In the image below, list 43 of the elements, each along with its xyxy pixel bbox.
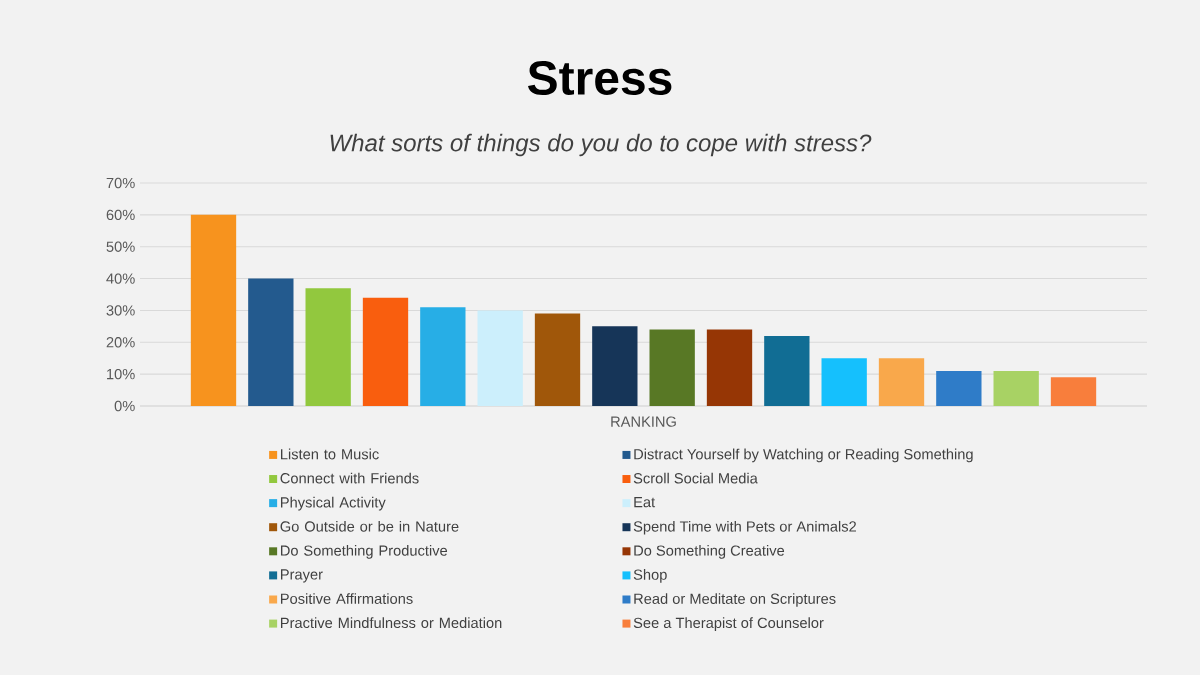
bar bbox=[592, 326, 638, 406]
bar bbox=[420, 307, 466, 406]
y-tick-label: 70% bbox=[106, 177, 135, 189]
y-tick-label: 20% bbox=[106, 337, 135, 348]
bar bbox=[764, 335, 810, 406]
bar bbox=[936, 370, 982, 406]
bar bbox=[821, 358, 867, 406]
bar bbox=[190, 214, 237, 406]
y-tick-label: 40% bbox=[106, 273, 135, 284]
legend-label: Do Something Creative bbox=[634, 545, 785, 559]
chart-title: Stress bbox=[528, 61, 672, 95]
y-tick-label: 10% bbox=[107, 368, 135, 380]
bar bbox=[534, 313, 581, 406]
bar bbox=[706, 329, 753, 406]
bar bbox=[1050, 377, 1097, 406]
legend-label: Positive Affirmations bbox=[281, 593, 413, 604]
legend-label: Read or Meditate on Scriptures bbox=[634, 593, 836, 607]
y-tick-label: 0% bbox=[114, 400, 135, 412]
bar bbox=[477, 310, 523, 406]
legend-label: Do Something Productive bbox=[281, 545, 448, 559]
legend-label: Go Outside or be in Nature bbox=[280, 520, 459, 532]
legend-label: Practive Mindfulness or Mediation bbox=[281, 617, 502, 629]
legend-label: Spend Time with Pets or Animals2 bbox=[633, 520, 856, 535]
x-tick-label: RANKING bbox=[611, 416, 676, 427]
bar bbox=[305, 288, 351, 406]
legend-label: Distract Yourself by Watching or Reading Something bbox=[634, 448, 973, 463]
y-tick-label: 50% bbox=[106, 241, 135, 252]
bar bbox=[993, 370, 1039, 406]
y-tick-label: 60% bbox=[106, 209, 135, 221]
legend-label: Prayer bbox=[281, 569, 323, 583]
bar bbox=[878, 358, 925, 406]
legend-label: Physical Activity bbox=[281, 496, 386, 511]
legend-label: Eat bbox=[634, 497, 656, 508]
y-tick-label: 30% bbox=[106, 305, 135, 316]
bar bbox=[649, 329, 695, 406]
chart-subtitle: What sorts of things do you do to cope with stress? bbox=[330, 133, 872, 157]
legend-label: Connect with Friends bbox=[280, 472, 419, 484]
bar bbox=[248, 278, 294, 406]
legend-label: Shop bbox=[633, 569, 667, 583]
bar bbox=[362, 297, 409, 406]
legend-label: See a Therapist of Counselor bbox=[633, 617, 824, 631]
legend-label: Listen to Music bbox=[281, 448, 379, 460]
legend-label: Scroll Social Media bbox=[633, 472, 758, 484]
